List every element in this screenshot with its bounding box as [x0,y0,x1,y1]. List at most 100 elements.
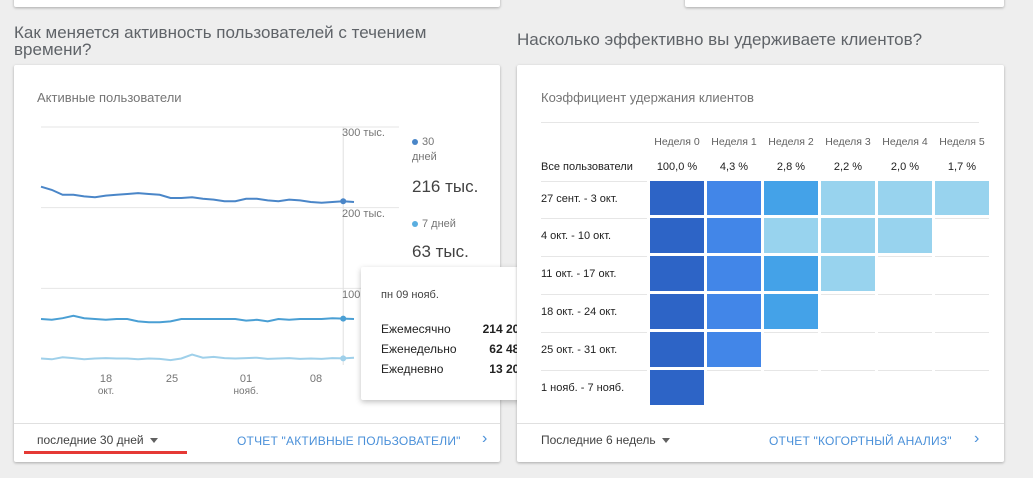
tooltip-date: пн 09 нояб. [381,289,439,301]
right-section-title: Насколько эффективно вы удерживаете клие… [517,30,923,49]
cohort-cell[interactable] [650,218,704,253]
x-tick-month: нояб. [233,386,259,397]
date-range-label: последние 30 дней [37,433,144,447]
header-spacer [541,131,647,153]
cohort-cell[interactable] [935,370,989,405]
cohort-cell[interactable] [878,181,932,215]
cohort-cell[interactable] [821,332,875,367]
chart-tooltip: пн 09 нояб. Ежемесячно 214 208 Еженедельн… [361,267,542,400]
series-point [340,315,347,322]
cohort-cell[interactable] [764,256,818,291]
tooltip-row-value: 62 486 [489,342,526,356]
x-tick-day: 25 [165,373,179,385]
all-users-row: Все пользователи 100,0 % 4,3 % 2,8 % 2,2… [541,156,989,178]
card-footer-divider [14,423,500,424]
series-line-0 [40,185,355,204]
cohort-cell[interactable] [935,218,989,253]
cohort-cell[interactable] [935,256,989,291]
cohort-cell[interactable] [878,370,932,405]
table-top-line [541,122,979,123]
cohort-row-label: 4 окт. - 10 окт. [541,218,647,253]
x-tick-day: 08 [309,373,323,385]
week-header-row: Неделя 0 Неделя 1 Неделя 2 Неделя 3 Неде… [541,131,989,153]
cohort-cell[interactable] [650,294,704,329]
legend-value-7: 63 тыс. [412,242,469,261]
active-users-report-link[interactable]: ОТЧЕТ "АКТИВНЫЕ ПОЛЬЗОВАТЕЛИ" [237,434,461,448]
cohort-row: 11 окт. - 17 окт. [541,256,989,291]
cohort-cell[interactable] [764,332,818,367]
cohort-row-label: 1 нояб. - 7 нояб. [541,370,647,405]
week-header: Неделя 4 [882,136,928,148]
week-header: Неделя 2 [768,136,814,148]
cohort-cell[interactable] [707,332,761,367]
all-users-value: 2,0 % [890,161,920,173]
cohort-row-label: 25 окт. - 31 окт. [541,332,647,367]
series-point [340,355,347,362]
chevron-right-icon[interactable]: › [482,430,488,447]
cohort-cell[interactable] [821,181,875,215]
date-range-dropdown[interactable]: последние 30 дней [37,433,158,447]
legend-label-7: 7 дней [412,217,456,232]
active-users-card: Активные пользователи 300 тыс. 200 тыс. … [14,65,500,462]
cohort-cell[interactable] [764,181,818,215]
cohort-range-dropdown[interactable]: Последние 6 недель [541,433,670,447]
x-tick: 08 [304,373,328,385]
cohort-cell[interactable] [821,256,875,291]
cohort-row: 4 окт. - 10 окт. [541,218,989,253]
cohort-cell[interactable] [821,218,875,253]
cohort-cell[interactable] [764,294,818,329]
cohort-cell[interactable] [707,181,761,215]
y-tick: 300 тыс. [342,127,385,139]
week-header: Неделя 0 [654,136,700,148]
week-header: Неделя 1 [711,136,757,148]
tooltip-row-value: 214 208 [482,322,526,336]
x-tick-day: 01 [239,373,253,385]
cohort-cell[interactable] [650,256,704,291]
cohort-cell[interactable] [935,294,989,329]
cohort-cell[interactable] [821,294,875,329]
legend-text: 7 дней [422,218,456,230]
cohort-cell[interactable] [878,218,932,253]
series-line-1 [40,314,355,324]
x-tick: 01 нояб. [228,373,264,398]
cohort-report-link[interactable]: ОТЧЕТ "КОГОРТНЫЙ АНАЛИЗ" [769,434,952,448]
cohort-cell[interactable] [878,332,932,367]
card-title: Активные пользователи [37,90,182,105]
series-line-2 [40,353,355,362]
tooltip-row: Ежедневно 13 200 [381,362,526,376]
y-tick: 100 [342,289,361,301]
week-header: Неделя 5 [939,136,985,148]
cohort-cell[interactable] [650,332,704,367]
legend-value-30: 216 тыс. [412,177,479,196]
caret-down-icon [661,438,670,444]
cohort-cell[interactable] [650,181,704,215]
week-header: Неделя 3 [825,136,871,148]
cohort-row-label: 27 сент. - 3 окт. [541,181,647,215]
cohort-cell[interactable] [707,370,761,405]
cohort-cell[interactable] [878,256,932,291]
chart-lines [40,185,355,362]
cohort-cell[interactable] [707,218,761,253]
cohort-cell[interactable] [707,256,761,291]
cohort-cell[interactable] [650,370,704,405]
cohort-cell[interactable] [821,370,875,405]
cohort-row-label: 18 окт. - 24 окт. [541,294,647,329]
tooltip-row-value: 13 200 [489,362,526,376]
x-tick: 25 [160,373,184,385]
cohort-row: 18 окт. - 24 окт. [541,294,989,329]
chevron-right-icon[interactable]: › [974,430,980,447]
cohort-cell[interactable] [878,294,932,329]
cohort-cell[interactable] [764,370,818,405]
cohort-row: 1 нояб. - 7 нояб. [541,370,989,405]
cohort-cell[interactable] [935,181,989,215]
cohort-row: 27 сент. - 3 окт. [541,181,989,215]
cohort-cell[interactable] [707,294,761,329]
tooltip-row: Еженедельно 62 486 [381,342,526,356]
all-users-value: 2,8 % [776,161,806,173]
top-card-right [685,0,1004,7]
all-users-value: 4,3 % [719,161,749,173]
active-underline [24,451,187,454]
cohort-cell[interactable] [764,218,818,253]
legend-dot-icon [412,221,418,228]
cohort-cell[interactable] [935,332,989,367]
